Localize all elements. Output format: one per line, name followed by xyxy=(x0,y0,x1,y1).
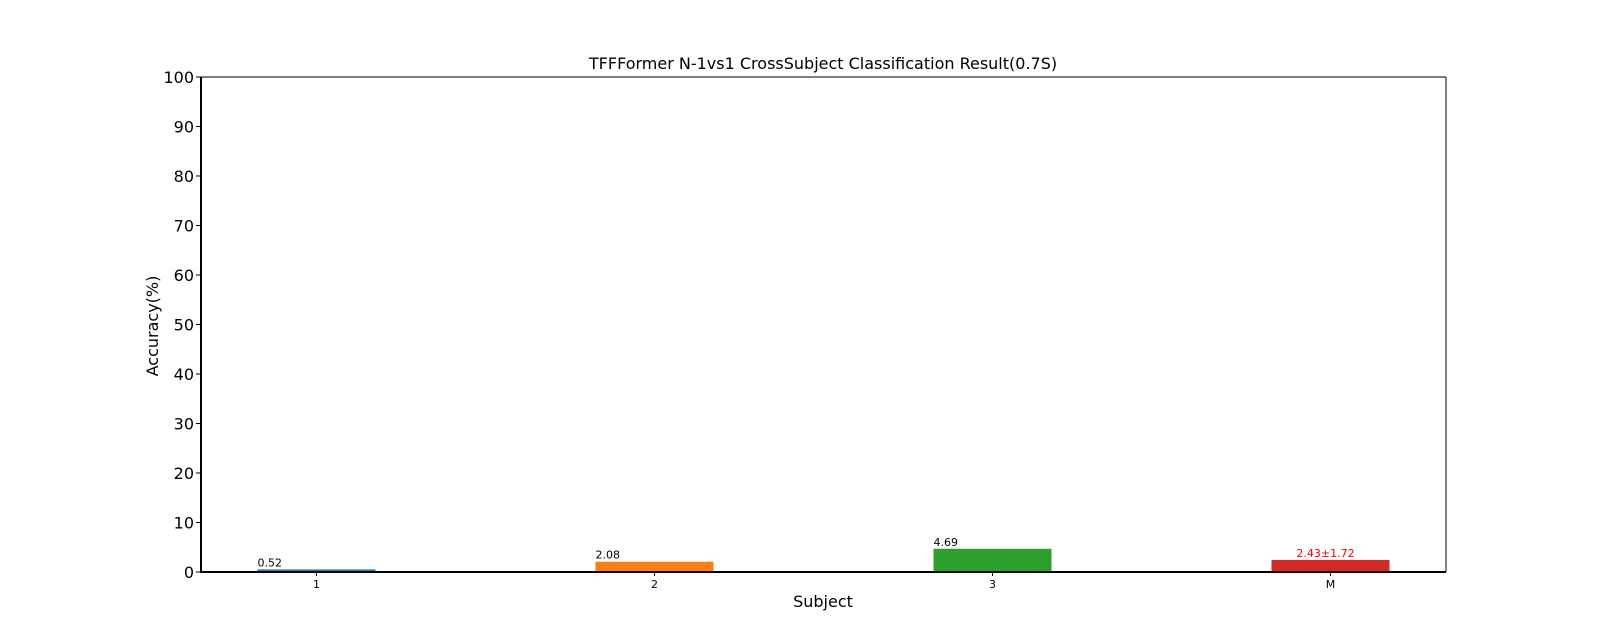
y-tick-label: 90 xyxy=(174,118,194,137)
bar xyxy=(595,561,714,572)
y-tick-label: 60 xyxy=(174,266,194,285)
y-tick-label: 80 xyxy=(174,167,194,186)
x-tick-label: M xyxy=(1326,578,1336,591)
plot-area: 0 10 20 30 40 50 60 70 80 90 100 0.52 1 2.08 2 4.69 3 2.4… xyxy=(163,68,1447,591)
bar xyxy=(1271,559,1390,572)
y-tick-label: 0 xyxy=(184,563,194,582)
bar xyxy=(257,569,376,572)
x-tick-label: 2 xyxy=(651,578,658,591)
y-tick-label: 30 xyxy=(174,415,194,434)
bar-value-label: 4.69 xyxy=(934,536,959,549)
x-tick-label: 3 xyxy=(989,578,996,591)
y-axis-title: Accuracy(%) xyxy=(143,276,162,377)
x-tick-label: 1 xyxy=(313,578,320,591)
y-tick-label: 100 xyxy=(163,68,194,87)
y-tick-label: 20 xyxy=(174,464,194,483)
bar-value-label: 2.08 xyxy=(596,549,621,562)
y-tick-label: 70 xyxy=(174,217,194,236)
bar-value-label: 0.52 xyxy=(258,556,283,569)
bar xyxy=(933,548,1052,572)
y-tick-label: 40 xyxy=(174,365,194,384)
chart-title: TFFFormer N-1vs1 CrossSubject Classifica… xyxy=(588,54,1057,73)
x-axis-title: Subject xyxy=(793,592,853,611)
y-tick-label: 10 xyxy=(174,514,194,533)
bar-value-label: 2.43±1.72 xyxy=(1296,547,1354,560)
y-tick-label: 50 xyxy=(174,316,194,335)
